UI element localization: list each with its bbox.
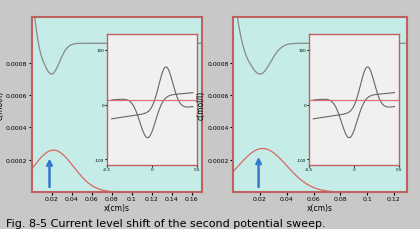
Text: Fig. 8-5 Current level shift of the second potential sweep.: Fig. 8-5 Current level shift of the seco…: [6, 218, 326, 228]
Y-axis label: c(mol/l): c(mol/l): [0, 91, 5, 120]
X-axis label: x(cm)s: x(cm)s: [307, 203, 333, 212]
Y-axis label: c(mol/l): c(mol/l): [197, 91, 206, 120]
X-axis label: x(cm)s: x(cm)s: [104, 203, 129, 212]
